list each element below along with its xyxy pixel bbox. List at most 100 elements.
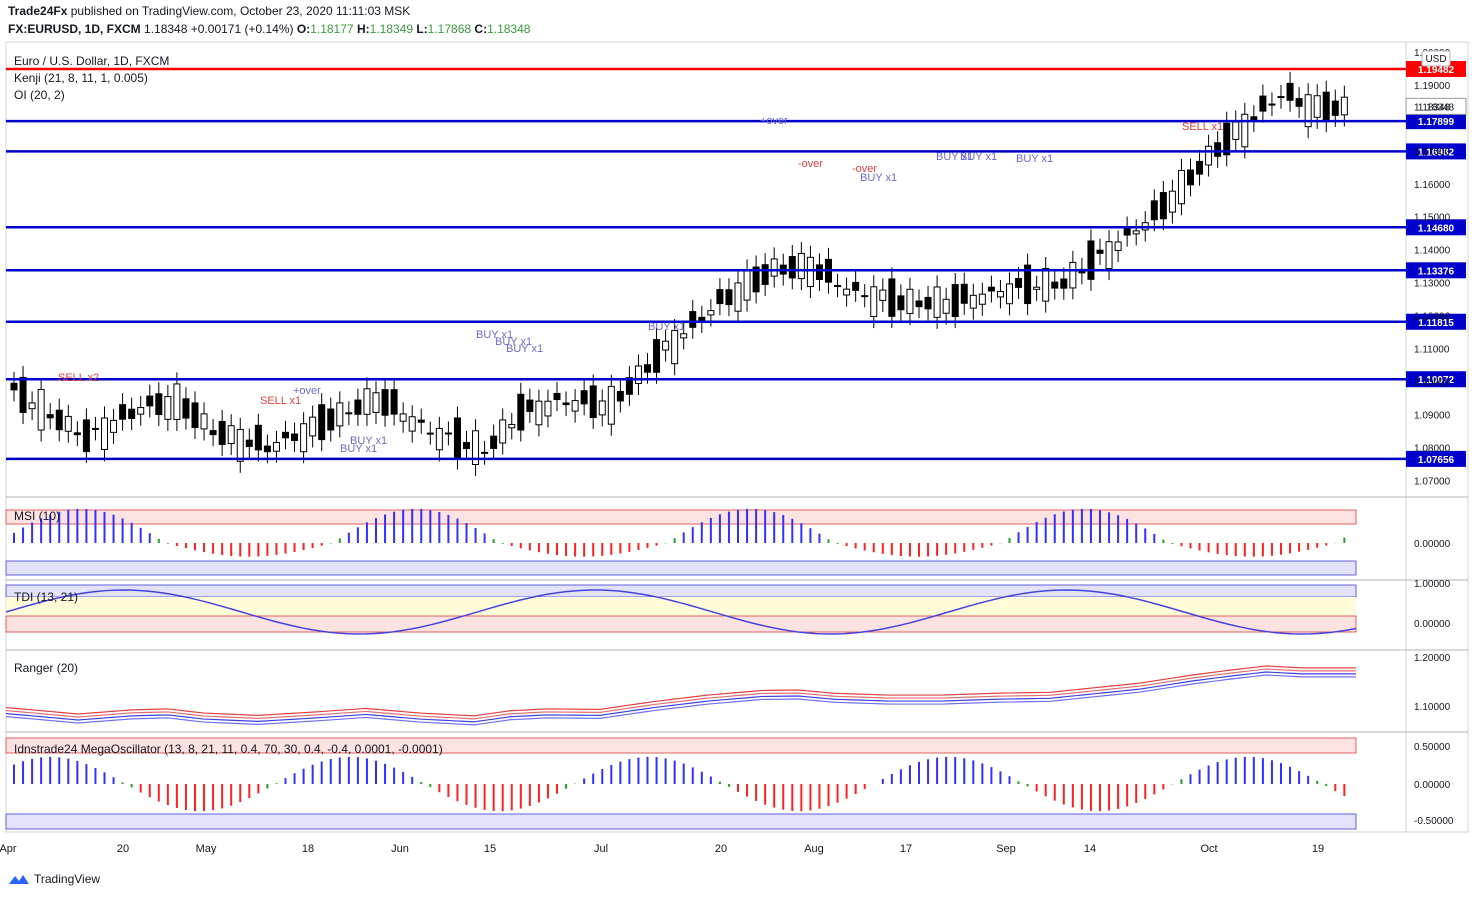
- tradingview-footer[interactable]: TradingView: [8, 872, 100, 886]
- time-axis[interactable]: Apr 20 May 18 Jun 15 Jul 20 Aug 17 Sep 14 Oct 19: [0, 843, 1324, 855]
- time-tick-label: Jul: [594, 843, 608, 855]
- legend-title: Euro / U.S. Dollar, 1D, FXCM: [14, 54, 169, 68]
- msi-upper-band: [5, 509, 1357, 525]
- level-badge: [1406, 219, 1466, 236]
- close-value: 1.18348: [487, 22, 531, 36]
- signal-label: BUY x1: [936, 151, 973, 163]
- candle-up: [1114, 241, 1122, 251]
- candle-up: [1069, 261, 1077, 289]
- candle-up: [969, 294, 977, 309]
- price-pane[interactable]: [10, 71, 1348, 477]
- candle-up: [734, 282, 742, 312]
- time-tick-label: 15: [484, 843, 496, 855]
- candle-up: [1313, 95, 1321, 118]
- candle-down: [562, 402, 570, 406]
- level-badge: [1406, 143, 1466, 160]
- candle-up: [879, 289, 887, 301]
- candle-up: [743, 270, 751, 301]
- signal-label: BUY x1: [860, 172, 897, 184]
- candle-down: [390, 389, 398, 415]
- candle-down: [119, 404, 127, 420]
- candle-down: [616, 390, 624, 402]
- ranger-line: [5, 665, 1356, 717]
- signal-label: -over: [798, 158, 823, 170]
- currency-badge[interactable]: [1421, 50, 1451, 67]
- candle-down: [752, 266, 760, 293]
- candle-down: [82, 419, 90, 453]
- candle-up: [544, 400, 552, 417]
- candle-up: [91, 427, 99, 430]
- ranger-pane: 1.20000 1.10000: [5, 653, 1451, 726]
- time-tick-label: Apr: [0, 843, 17, 855]
- candle-up: [1205, 145, 1213, 166]
- candle-down: [155, 393, 163, 416]
- tdi-mid-band: [6, 597, 1356, 616]
- price-tick-label: 1.17000: [1414, 147, 1451, 158]
- candle-down: [788, 256, 796, 279]
- signal-label: BUY x1: [648, 321, 685, 333]
- candle-down: [1087, 240, 1095, 280]
- candle-up: [64, 415, 72, 432]
- candle-up: [1033, 286, 1041, 290]
- ranger-line: [5, 671, 1356, 723]
- price-tick-label: 1.07000: [1414, 477, 1451, 488]
- candle-up: [1268, 103, 1276, 106]
- signal-label: SELL x2: [58, 372, 99, 384]
- candle-down: [1024, 264, 1032, 305]
- candle-up: [1232, 121, 1240, 140]
- candle-up: [472, 430, 480, 465]
- candle-down: [1015, 278, 1023, 288]
- level-badge: [1406, 113, 1466, 130]
- time-tick-label: 17: [900, 843, 912, 855]
- candle-down: [1159, 192, 1167, 220]
- level-label: 1.11815: [1418, 318, 1454, 329]
- candle-up: [834, 284, 842, 287]
- tdi-tick-label: 0.00000: [1414, 619, 1451, 630]
- level-label: 1.10072: [1418, 375, 1455, 386]
- candle-up: [978, 293, 986, 305]
- candle-up: [236, 428, 244, 462]
- candle-up: [363, 388, 371, 415]
- signal-label: BUY x1: [350, 435, 387, 447]
- candle-up: [1132, 230, 1140, 235]
- candle-down: [951, 284, 959, 318]
- candle-up: [28, 402, 36, 410]
- candle-down: [915, 300, 923, 308]
- candle-down: [1096, 249, 1104, 254]
- level-label: 1.14680: [1418, 223, 1455, 234]
- candle-up: [309, 416, 317, 437]
- candle-down: [553, 392, 561, 401]
- candle-up: [227, 425, 235, 445]
- time-tick-label: 18: [302, 843, 314, 855]
- candle-up: [870, 286, 878, 318]
- time-tick-label: 19: [1312, 843, 1324, 855]
- candle-down: [1322, 91, 1330, 122]
- candle-up: [399, 413, 407, 422]
- price-tick-label: 1.08000: [1414, 444, 1451, 455]
- candle-down: [924, 296, 932, 310]
- footer-brand: TradingView: [34, 872, 101, 886]
- candle-up: [707, 310, 715, 316]
- candle-up: [607, 385, 615, 425]
- candle-down: [146, 395, 154, 407]
- ranger-tick-label: 1.20000: [1414, 653, 1451, 664]
- price-tick-label: 1.13000: [1414, 279, 1451, 290]
- candle-down: [426, 432, 434, 435]
- candle-down: [1286, 82, 1294, 101]
- time-tick-label: Aug: [804, 843, 824, 855]
- price-tick-label: 1.10000: [1414, 378, 1451, 389]
- candle-down: [960, 283, 968, 304]
- candle-up: [942, 298, 950, 314]
- publisher-name[interactable]: Trade24Fx: [8, 4, 68, 18]
- candle-down: [345, 412, 353, 415]
- candle-up: [101, 417, 108, 451]
- chart-border: [5, 41, 1469, 833]
- candle-down: [282, 431, 289, 439]
- candle-up: [906, 288, 914, 314]
- candle-down: [291, 433, 299, 441]
- candle-down: [1250, 116, 1258, 121]
- signal-label: BUY x1: [476, 329, 513, 341]
- last-price-badge-label: 1.18348: [1418, 102, 1455, 113]
- candle-up: [372, 392, 380, 413]
